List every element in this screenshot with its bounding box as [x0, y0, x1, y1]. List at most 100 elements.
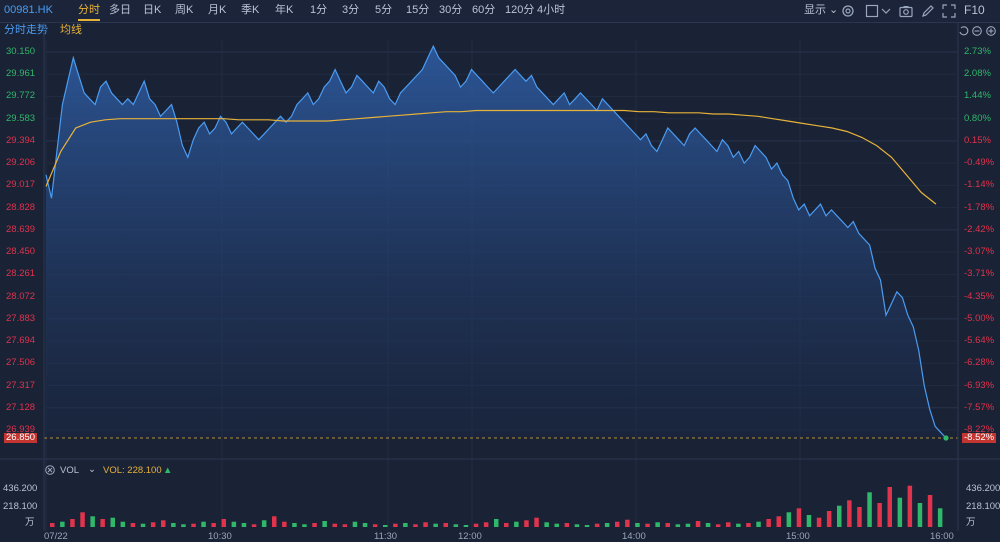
price-tick-label: 27.317 — [6, 379, 36, 391]
volume-bar — [635, 523, 640, 527]
volume-bar — [201, 521, 206, 527]
volume-bar — [423, 522, 428, 527]
volume-bar — [282, 521, 287, 527]
tab-quarterly-k[interactable]: 季K — [241, 4, 260, 16]
volume-bar — [544, 522, 549, 527]
volume-header: VOL ⌄ VOL: 228.100 ▲ — [0, 461, 1000, 479]
volume-bar — [937, 508, 943, 527]
tab-30min[interactable]: 30分 — [439, 4, 463, 16]
layout-icon[interactable] — [864, 3, 880, 19]
volume-bar — [574, 524, 580, 527]
display-menu[interactable]: 显示 ⌄ — [804, 4, 838, 17]
price-tick-label: 28.072 — [6, 290, 36, 302]
pct-tick-label: 2.73% — [964, 46, 991, 57]
tab-3min[interactable]: 3分 — [342, 4, 360, 16]
volume-bar — [221, 519, 226, 527]
intraday-legend-label: 分时走势 — [4, 24, 48, 36]
volume-bar — [826, 511, 832, 527]
price-area-fill — [46, 46, 946, 438]
pct-tick-label: -2.42% — [964, 223, 995, 235]
tab-120min[interactable]: 120分 — [505, 4, 535, 16]
time-tick-label: 11:30 — [374, 531, 398, 542]
tab-intraday[interactable]: 分时 — [78, 4, 100, 21]
volume-bar — [483, 522, 489, 527]
tab-1min[interactable]: 1分 — [310, 4, 328, 16]
pct-tick-label: -3.07% — [964, 246, 995, 258]
price-tick-label: 26.939 — [6, 424, 36, 435]
volume-bar — [514, 521, 519, 527]
price-tick-label: 28.828 — [6, 201, 36, 213]
volume-bar — [837, 505, 842, 527]
volume-bar — [322, 521, 327, 527]
volume-bar — [413, 524, 418, 527]
average-series-line — [45, 109, 937, 205]
volume-bars — [50, 485, 943, 527]
volume-bar — [695, 521, 701, 527]
settings-icon[interactable] — [840, 3, 856, 19]
volume-unit-left: 万 — [25, 517, 35, 528]
volume-bar — [403, 523, 408, 527]
volume-bar — [705, 523, 711, 527]
layout-chevron-icon[interactable] — [878, 3, 894, 19]
tab-yearly-k[interactable]: 年K — [275, 4, 294, 16]
volume-bar — [907, 485, 913, 527]
pct-tick-label: -5.00% — [964, 312, 995, 324]
tab-5min[interactable]: 5分 — [375, 4, 393, 16]
zoom-out-icon — [972, 26, 982, 36]
volume-bar — [584, 525, 590, 527]
volume-bar — [362, 523, 368, 527]
avg-line-legend-label: 均线 — [60, 24, 82, 36]
fullscreen-icon[interactable] — [941, 3, 957, 19]
volume-bar — [332, 523, 337, 527]
volume-bar — [372, 524, 378, 527]
tab-4hour[interactable]: 4小时 — [537, 4, 566, 16]
price-tick-label: 29.017 — [6, 179, 36, 191]
volume-bar — [736, 523, 741, 527]
volume-bar — [473, 523, 479, 527]
camera-icon[interactable] — [898, 3, 914, 19]
volume-tick-mid-right: 218.100 — [966, 501, 1000, 512]
volume-bar — [534, 517, 539, 527]
price-tick-label: 29.961 — [6, 68, 36, 80]
pct-tick-label: -3.71% — [964, 268, 995, 280]
volume-bar — [917, 503, 923, 527]
tab-60min[interactable]: 60分 — [472, 4, 496, 16]
volume-bar — [231, 521, 237, 527]
time-tick-label: 12:00 — [458, 531, 482, 542]
volume-bar — [241, 523, 247, 527]
pct-tick-label: -6.28% — [964, 357, 995, 369]
tab-daily-k[interactable]: 日K — [143, 4, 162, 16]
price-tick-label: 30.150 — [6, 46, 36, 57]
time-tick-label: 10:30 — [208, 531, 232, 542]
close-icon[interactable] — [45, 465, 55, 475]
volume-bar — [524, 520, 529, 527]
price-tick-label: 29.772 — [6, 90, 36, 102]
volume-bar — [50, 523, 55, 527]
period-toolbar: 00981.HK 分时 多日 日K 周K 月K 季K 年K 1分 3分 5分 1… — [0, 0, 1000, 23]
price-tick-label: 29.394 — [6, 134, 36, 146]
volume-indicator-label[interactable]: VOL — [60, 465, 80, 476]
volume-value-label: VOL: 228.100 — [103, 465, 162, 476]
volume-bar — [120, 521, 126, 527]
volume-bar — [453, 524, 459, 527]
volume-bar — [463, 525, 469, 527]
price-tick-label: 27.883 — [6, 312, 36, 324]
tab-weekly-k[interactable]: 周K — [175, 4, 194, 16]
chevron-down-icon[interactable]: ⌄ — [88, 464, 96, 475]
volume-bar — [847, 500, 852, 527]
price-series-line — [45, 44, 947, 439]
volume-bar — [776, 516, 781, 527]
volume-bar — [70, 519, 75, 527]
draw-pen-icon[interactable] — [920, 3, 936, 19]
tab-monthly-k[interactable]: 月K — [208, 4, 227, 16]
volume-bar — [494, 519, 499, 527]
volume-bar — [211, 523, 216, 527]
volume-bar — [292, 523, 297, 527]
tab-multi-day[interactable]: 多日 — [109, 4, 131, 16]
price-tick-label: 29.206 — [6, 157, 36, 169]
f10-button[interactable]: F10 — [964, 3, 985, 17]
tab-15min[interactable]: 15分 — [406, 4, 430, 16]
symbol-label[interactable]: 00981.HK — [4, 4, 53, 16]
display-label: 显示 — [804, 4, 826, 16]
